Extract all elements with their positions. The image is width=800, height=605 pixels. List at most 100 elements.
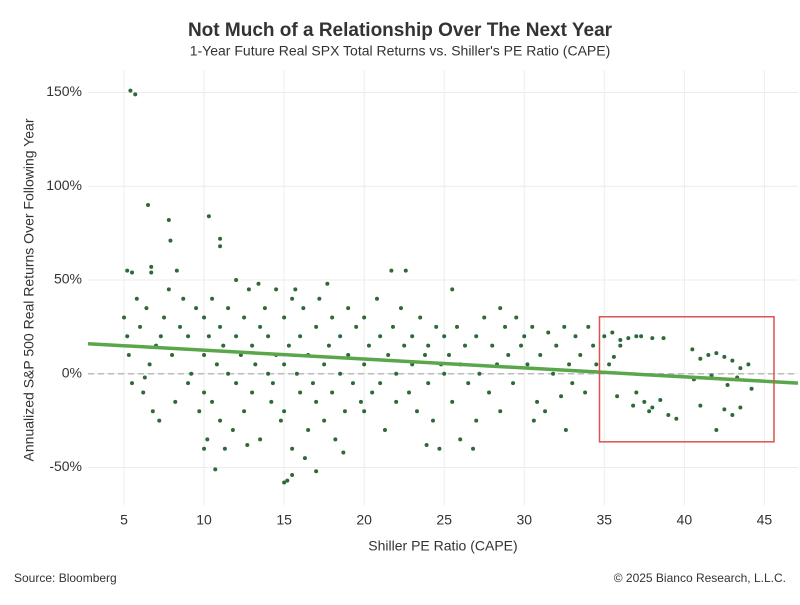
- point: [722, 407, 727, 412]
- point: [266, 371, 271, 376]
- point: [253, 362, 258, 367]
- point: [202, 390, 207, 395]
- point: [490, 343, 495, 348]
- point: [382, 428, 387, 432]
- point: [519, 343, 524, 348]
- point: [511, 381, 516, 386]
- point: [642, 399, 647, 404]
- point: [634, 334, 639, 339]
- point: [487, 390, 492, 395]
- point: [346, 306, 351, 311]
- point: [442, 371, 447, 376]
- point: [222, 446, 227, 451]
- point: [293, 287, 298, 292]
- point: [402, 343, 407, 348]
- point: [498, 306, 503, 311]
- point: [290, 473, 295, 477]
- point: [370, 390, 375, 395]
- y-tick-label: 0%: [62, 364, 82, 380]
- point: [546, 330, 551, 335]
- point: [326, 343, 331, 348]
- point: [714, 351, 719, 356]
- point: [410, 334, 415, 339]
- point: [226, 306, 231, 311]
- point: [406, 390, 411, 395]
- point: [559, 394, 564, 399]
- point: [594, 362, 599, 367]
- point: [282, 315, 287, 320]
- point: [333, 437, 338, 442]
- point: [282, 480, 287, 485]
- point: [618, 338, 623, 342]
- y-axis-label: Annualized S&P 500 Real Returns Over Fol…: [21, 118, 37, 461]
- point: [434, 324, 439, 329]
- point: [221, 343, 226, 348]
- point: [147, 362, 152, 367]
- point: [567, 362, 572, 367]
- point: [554, 343, 559, 348]
- point: [738, 366, 743, 371]
- point: [250, 390, 255, 395]
- point: [141, 390, 146, 395]
- point: [570, 381, 575, 386]
- point: [618, 343, 623, 348]
- point: [210, 296, 215, 301]
- point: [586, 324, 591, 329]
- point: [197, 409, 202, 414]
- point: [258, 437, 263, 442]
- x-tick-label: 25: [436, 512, 452, 528]
- point: [698, 403, 703, 408]
- point: [338, 334, 343, 339]
- point: [450, 287, 455, 292]
- point: [386, 353, 391, 357]
- point: [535, 399, 540, 404]
- point: [218, 324, 223, 329]
- point: [166, 218, 171, 222]
- point: [471, 446, 476, 451]
- point: [130, 381, 135, 386]
- point: [274, 287, 279, 292]
- point: [626, 336, 631, 341]
- point: [661, 336, 666, 341]
- point: [144, 306, 149, 311]
- x-tick-label: 15: [276, 512, 292, 528]
- point: [422, 353, 427, 357]
- point: [538, 353, 543, 357]
- point: [583, 390, 588, 395]
- point: [290, 296, 295, 301]
- point: [698, 356, 703, 361]
- point: [650, 336, 655, 341]
- point: [138, 324, 143, 329]
- point: [611, 354, 616, 359]
- point: [149, 264, 154, 269]
- point: [531, 418, 536, 423]
- point: [213, 467, 218, 472]
- point: [463, 343, 468, 348]
- point: [242, 315, 247, 320]
- x-tick-label: 10: [196, 512, 212, 528]
- trend-line: [87, 342, 799, 385]
- point: [498, 409, 503, 414]
- point: [403, 268, 408, 273]
- point: [269, 399, 274, 404]
- point: [522, 334, 527, 339]
- highlight-box: [598, 316, 775, 443]
- point: [245, 443, 250, 447]
- point: [634, 390, 639, 395]
- point: [350, 381, 355, 386]
- point: [210, 399, 215, 404]
- point: [278, 418, 283, 423]
- point: [738, 405, 743, 410]
- x-tick-label: 45: [757, 512, 773, 528]
- point: [218, 236, 223, 241]
- point: [234, 278, 239, 282]
- point: [362, 409, 367, 414]
- point: [126, 353, 131, 357]
- chart-title: Not Much of a Relationship Over The Next…: [188, 20, 613, 41]
- point: [378, 334, 383, 339]
- point: [206, 214, 211, 219]
- x-tick-label: 35: [597, 512, 613, 528]
- point: [162, 315, 167, 320]
- x-tick-label: 40: [677, 512, 693, 528]
